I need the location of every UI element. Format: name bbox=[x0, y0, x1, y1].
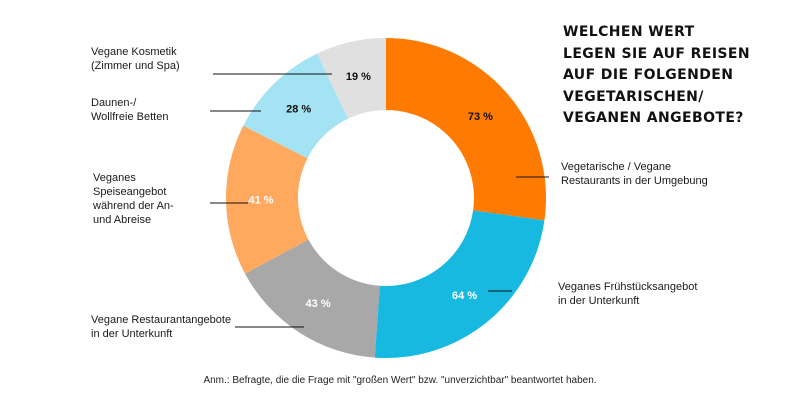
slice-category-label: Veganes Speiseangebot während der An-und A… bbox=[92, 172, 174, 226]
donut-slice bbox=[317, 38, 386, 119]
slice-value-label: 43 % bbox=[306, 298, 331, 310]
donut-slice bbox=[225, 125, 309, 274]
slice-category-label: Daunen-/Wollfreie Betten bbox=[91, 97, 168, 123]
chart-title: WELCHEN WERT LEGEN SIE AUF REISEN AUF DI… bbox=[563, 22, 783, 130]
chart-title-line: VEGANEN ANGEBOTE? bbox=[563, 110, 744, 126]
slice-value-label: 19 % bbox=[346, 71, 371, 83]
chart-title-line: AUF DIE FOLGENDEN bbox=[563, 67, 734, 83]
slice-value-label: 64 % bbox=[452, 290, 477, 302]
slice-value-label: 41 % bbox=[248, 194, 273, 206]
donut-slice bbox=[386, 38, 547, 221]
slice-value-label: 73 % bbox=[468, 111, 493, 123]
slice-value-label: 28 % bbox=[286, 104, 311, 116]
chart-title-line: VEGETARISCHEN/ bbox=[563, 88, 704, 105]
slice-category-label: Veganes Frühstücksangebot in der Unterkun… bbox=[558, 281, 697, 307]
chart-title-line: WELCHEN WERT bbox=[563, 24, 695, 40]
slice-category-label: Vegane Kosmetik (Zimmer und Spa) bbox=[91, 46, 180, 72]
donut-slice bbox=[245, 239, 380, 358]
footnote: Anm.: Befragte, die die Frage mit "große… bbox=[203, 375, 597, 386]
slice-category-label: Vegane Restaurantangebote in der Unterkun… bbox=[91, 314, 231, 340]
slice-category-label: Vegetarische / Vegane Restaurants in der … bbox=[561, 161, 708, 187]
chart-title-line: LEGEN SIE AUF REISEN bbox=[563, 45, 750, 62]
donut-slice bbox=[374, 210, 545, 358]
donut-slice bbox=[243, 53, 349, 159]
